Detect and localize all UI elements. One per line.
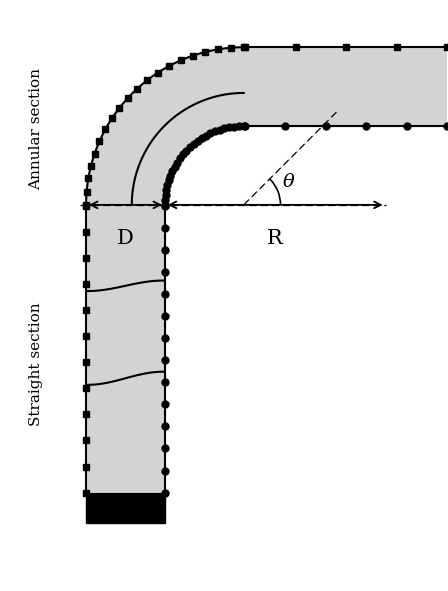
Polygon shape bbox=[86, 47, 244, 205]
Text: D: D bbox=[117, 229, 134, 248]
Polygon shape bbox=[86, 494, 165, 523]
Polygon shape bbox=[86, 205, 165, 494]
Polygon shape bbox=[244, 47, 448, 126]
Text: R: R bbox=[267, 229, 283, 248]
Text: θ: θ bbox=[283, 173, 294, 191]
Text: Straight section: Straight section bbox=[29, 302, 43, 426]
Text: Annular section: Annular section bbox=[29, 68, 43, 190]
